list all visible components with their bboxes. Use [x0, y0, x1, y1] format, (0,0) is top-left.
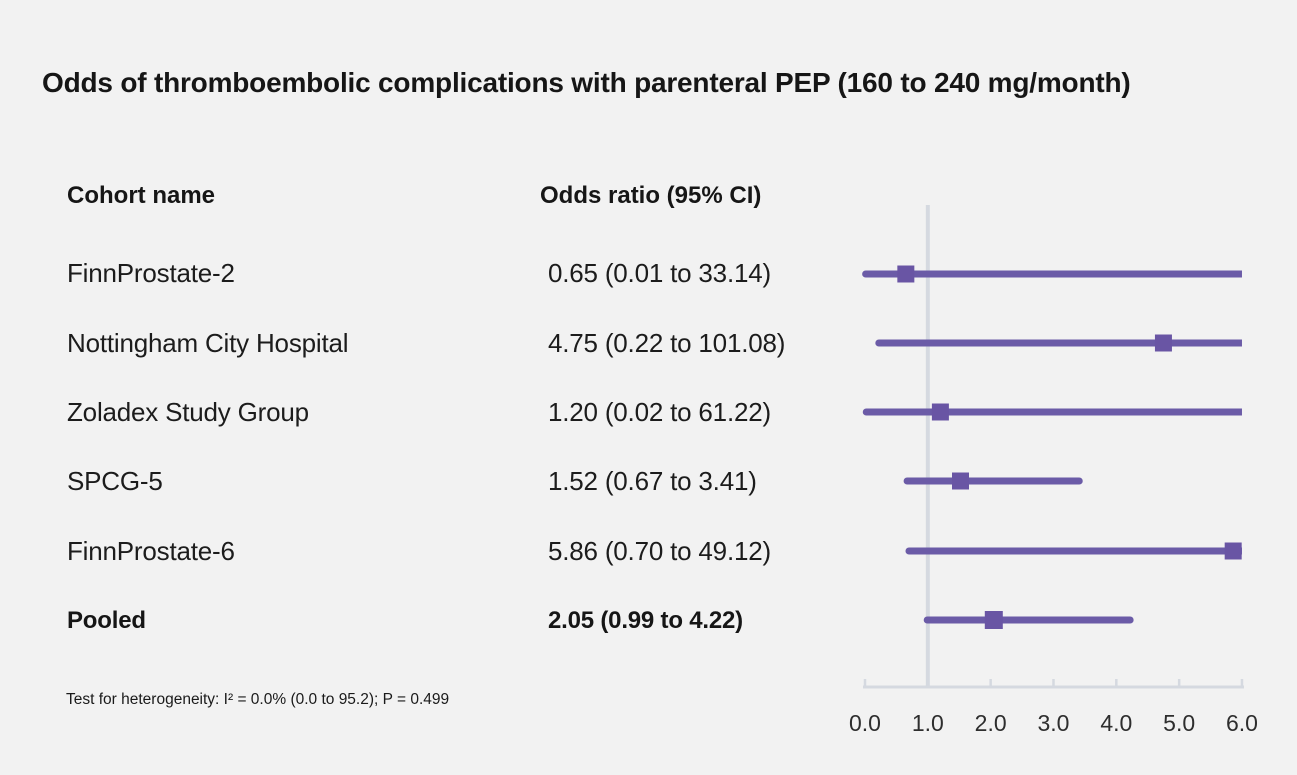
- ci-cap: [862, 270, 870, 278]
- ci-cap: [1126, 616, 1134, 624]
- odds-ratio-value: 0.65 (0.01 to 33.14): [548, 258, 771, 288]
- estimate-marker: [1224, 542, 1242, 560]
- odds-ratio-value: 1.20 (0.02 to 61.22): [548, 397, 771, 427]
- cohort-name-label: SPCG-5: [67, 466, 163, 496]
- x-tick-label: 0.0: [849, 710, 881, 736]
- ci-cap: [905, 547, 913, 555]
- page-title: Odds of thromboembolic complications wit…: [42, 67, 1131, 98]
- x-tick-label: 5.0: [1163, 710, 1195, 736]
- x-tick-label: 2.0: [975, 710, 1007, 736]
- odds-ratio-value: 4.75 (0.22 to 101.08): [548, 328, 786, 358]
- cohort-name-label: FinnProstate-2: [67, 258, 235, 288]
- estimate-marker: [1154, 334, 1172, 352]
- cohort-name-label: Pooled: [67, 607, 146, 634]
- ci-cap: [875, 339, 883, 347]
- ci-cap: [862, 408, 870, 416]
- cohort-name-label: Nottingham City Hospital: [67, 328, 349, 358]
- estimate-marker: [931, 403, 949, 421]
- column-header-cohort-name: Cohort name: [67, 182, 216, 209]
- estimate-marker: [897, 265, 915, 283]
- odds-ratio-value: 2.05 (0.99 to 4.22): [548, 607, 743, 634]
- odds-ratio-value: 5.86 (0.70 to 49.12): [548, 536, 771, 566]
- x-tick-label: 1.0: [912, 710, 944, 736]
- cohort-name-label: FinnProstate-6: [67, 536, 235, 566]
- odds-ratio-value: 1.52 (0.67 to 3.41): [548, 466, 757, 496]
- estimate-marker: [952, 472, 970, 490]
- heterogeneity-footnote: Test for heterogeneity: I² = 0.0% (0.0 t…: [66, 691, 450, 708]
- ci-cap: [903, 477, 911, 485]
- x-tick-label: 6.0: [1226, 710, 1258, 736]
- ci-cap: [1075, 477, 1083, 485]
- column-header-odds-ratio: Odds ratio (95% CI): [540, 182, 762, 209]
- x-tick-label: 3.0: [1037, 710, 1069, 736]
- ci-cap: [923, 616, 931, 624]
- estimate-marker: [984, 611, 1003, 629]
- x-tick-label: 4.0: [1100, 710, 1132, 736]
- cohort-name-label: Zoladex Study Group: [67, 397, 309, 427]
